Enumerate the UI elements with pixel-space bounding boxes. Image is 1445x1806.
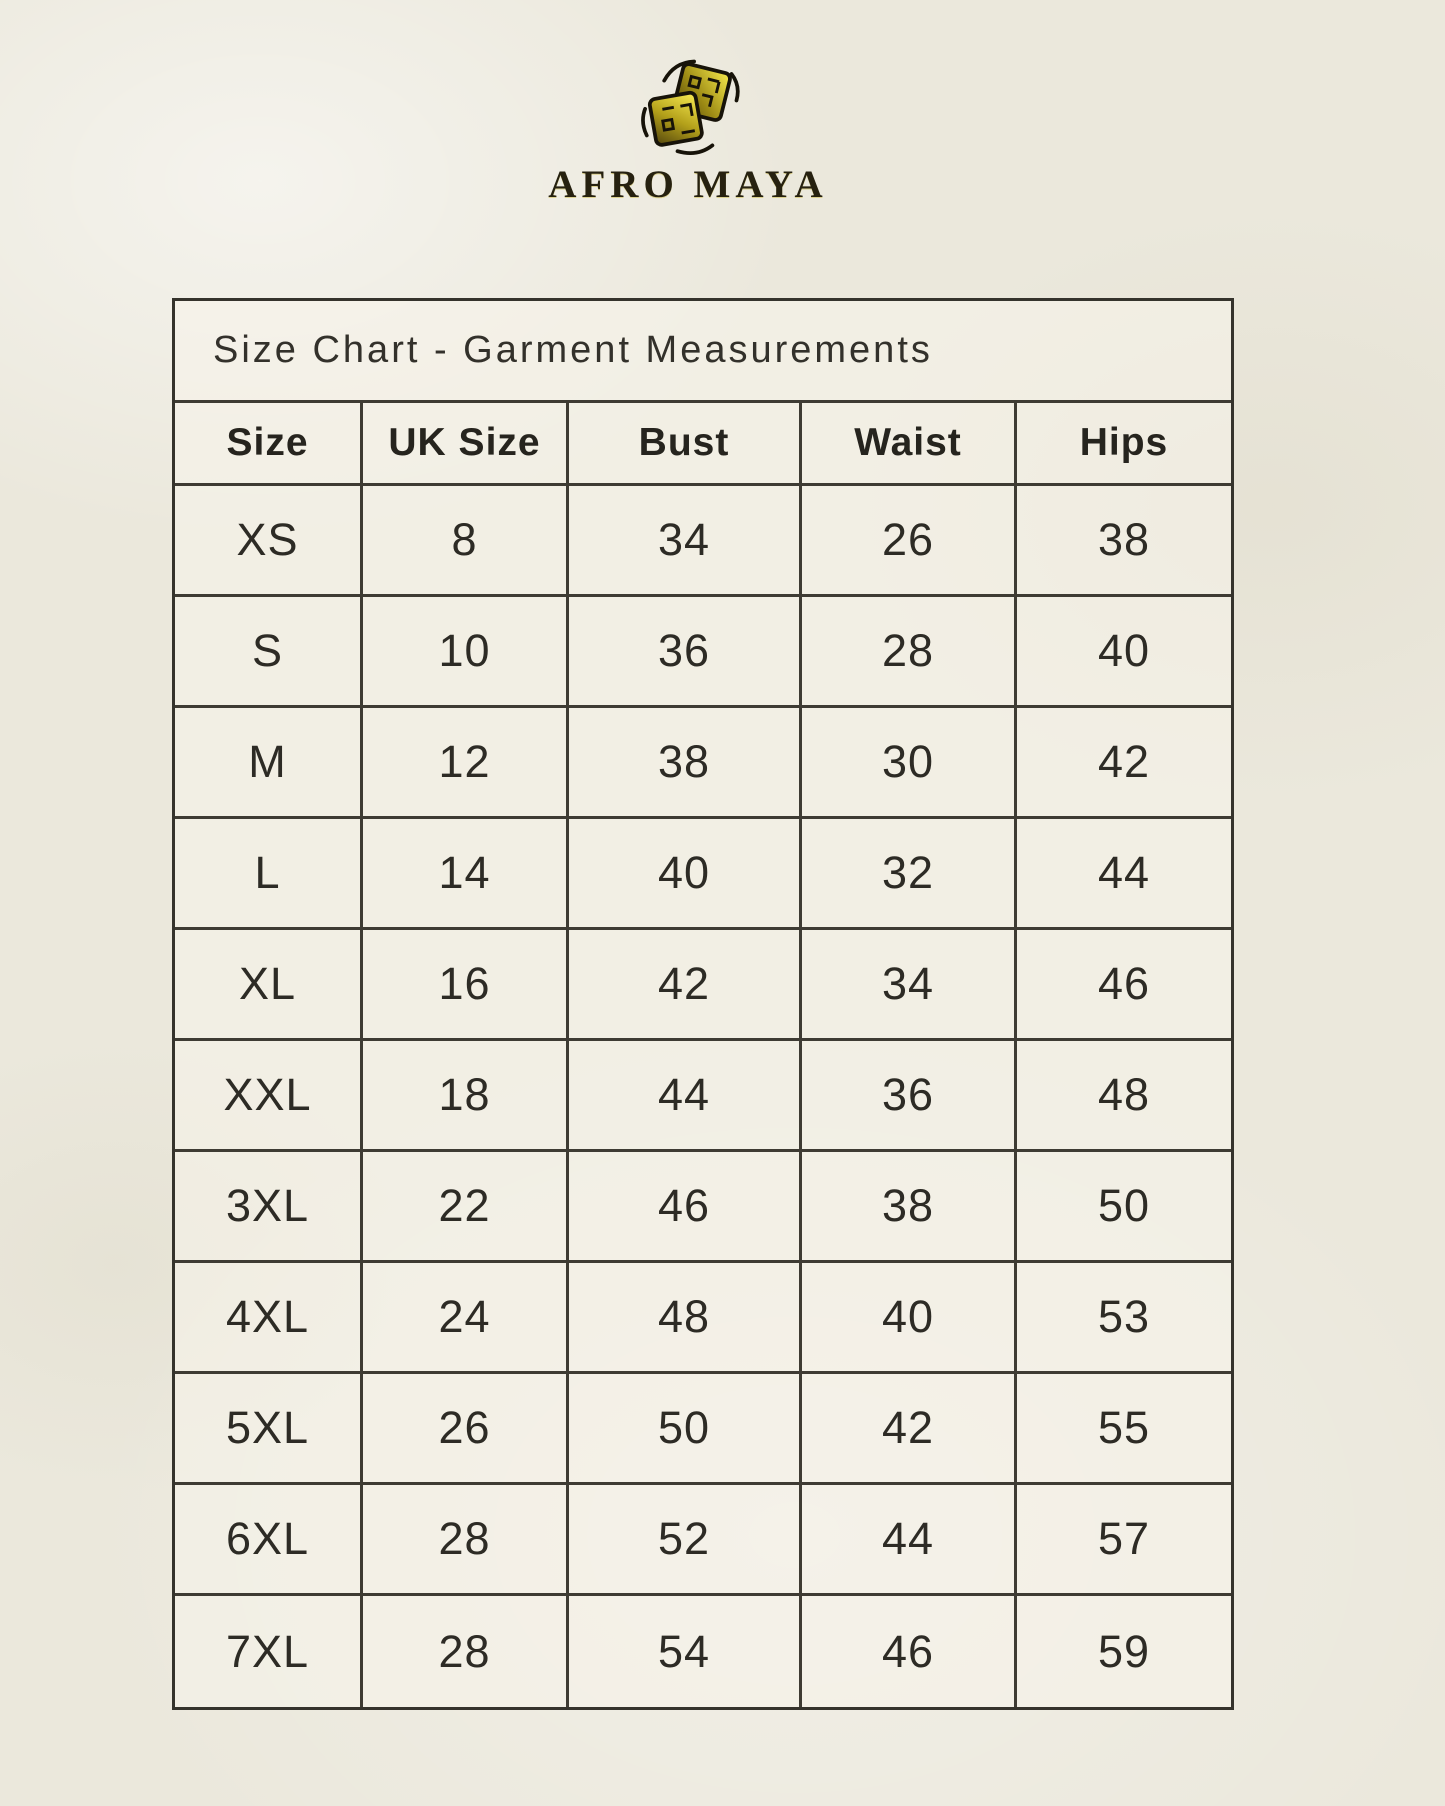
table-row: XXL 18 44 36 48 [175, 1041, 1231, 1152]
table-row: XL 16 42 34 46 [175, 930, 1231, 1041]
bust-cell: 34 [569, 486, 802, 594]
size-cell: XXL [175, 1041, 363, 1149]
uk-size-cell: 18 [363, 1041, 569, 1149]
hips-cell: 57 [1097, 1513, 1151, 1564]
uk-size-cell: 12 [363, 708, 569, 816]
table-row: 6XL 28 52 44 57 [175, 1485, 1231, 1596]
hips-cell: 46 [1097, 958, 1151, 1009]
bust-cell: 46 [569, 1152, 802, 1260]
header-cell-uk-size: UK Size [363, 403, 569, 483]
uk-size-cell: 8 [363, 486, 569, 594]
uk-size-cell: 22 [363, 1152, 569, 1260]
uk-size-cell: 26 [363, 1374, 569, 1482]
bust-cell: 40 [569, 819, 802, 927]
bust-cell: 48 [569, 1263, 802, 1371]
hips-cell: 50 [1097, 1180, 1151, 1231]
size-cell: M [175, 708, 363, 816]
table-row: XS 8 34 26 38 [175, 486, 1231, 597]
table-header-row: Size UK Size Bust Waist Hips [175, 403, 1231, 486]
size-cell: S [175, 597, 363, 705]
waist-cell: 34 [802, 930, 1017, 1038]
waist-cell: 42 [802, 1374, 1017, 1482]
brand-header: AFRO MAYA [548, 56, 827, 207]
table-row: 5XL 26 50 42 55 [175, 1374, 1231, 1485]
table-row: L 14 40 32 44 [175, 819, 1231, 930]
hips-cell: 42 [1097, 736, 1151, 787]
size-cell: 3XL [175, 1152, 363, 1260]
table-title: Size Chart - Garment Measurements [175, 301, 1231, 403]
table-row: 4XL 24 48 40 53 [175, 1263, 1231, 1374]
size-cell: 5XL [175, 1374, 363, 1482]
waist-cell: 40 [802, 1263, 1017, 1371]
hips-cell: 48 [1097, 1069, 1151, 1120]
size-cell: XL [175, 930, 363, 1038]
bust-cell: 38 [569, 708, 802, 816]
size-cell: L [175, 819, 363, 927]
waist-cell: 38 [802, 1152, 1017, 1260]
bust-cell: 50 [569, 1374, 802, 1482]
uk-size-cell: 28 [363, 1596, 569, 1707]
hips-cell: 44 [1097, 847, 1151, 898]
hips-cell: 53 [1097, 1291, 1151, 1342]
size-cell: 6XL [175, 1485, 363, 1593]
waist-cell: 26 [802, 486, 1017, 594]
header-cell-bust: Bust [569, 403, 802, 483]
bust-cell: 36 [569, 597, 802, 705]
hips-cell: 40 [1097, 625, 1151, 676]
table-row: 7XL 28 54 46 59 [175, 1596, 1231, 1707]
waist-cell: 28 [802, 597, 1017, 705]
size-cell: XS [175, 486, 363, 594]
hips-cell: 59 [1097, 1625, 1151, 1677]
header-cell-waist: Waist [802, 403, 1017, 483]
uk-size-cell: 10 [363, 597, 569, 705]
header-cell-size: Size [175, 403, 363, 483]
bust-cell: 42 [569, 930, 802, 1038]
table-row: 3XL 22 46 38 50 [175, 1152, 1231, 1263]
hips-cell: 55 [1097, 1402, 1151, 1453]
uk-size-cell: 16 [363, 930, 569, 1038]
waist-cell: 44 [802, 1485, 1017, 1593]
waist-cell: 30 [802, 708, 1017, 816]
afro-maya-logo-icon [640, 59, 740, 155]
size-cell: 7XL [175, 1596, 363, 1707]
table-row: M 12 38 30 42 [175, 708, 1231, 819]
uk-size-cell: 28 [363, 1485, 569, 1593]
waist-cell: 32 [802, 819, 1017, 927]
bust-cell: 54 [569, 1596, 802, 1707]
bust-cell: 44 [569, 1041, 802, 1149]
table-row: S 10 36 28 40 [175, 597, 1231, 708]
uk-size-cell: 24 [363, 1263, 569, 1371]
waist-cell: 36 [802, 1041, 1017, 1149]
brand-name: AFRO MAYA [548, 163, 828, 206]
uk-size-cell: 14 [363, 819, 569, 927]
size-cell: 4XL [175, 1263, 363, 1371]
hips-cell: 38 [1097, 514, 1151, 565]
waist-cell: 46 [802, 1596, 1017, 1707]
header-cell-hips: Hips [1079, 421, 1169, 464]
size-chart-table: Size Chart - Garment Measurements Size U… [172, 298, 1234, 1710]
bust-cell: 52 [569, 1485, 802, 1593]
